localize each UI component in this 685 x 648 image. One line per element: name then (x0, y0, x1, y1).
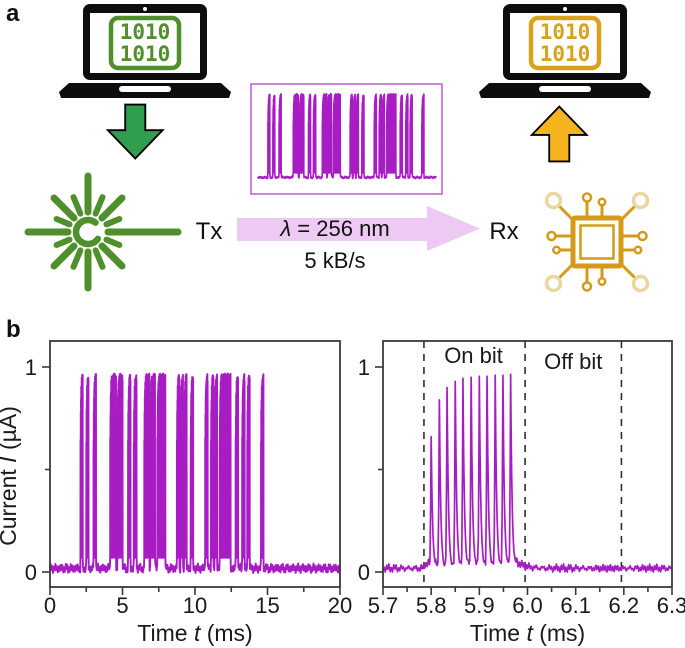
beam-arrow-icon (237, 206, 480, 251)
laptop-touchpad (539, 86, 591, 92)
inset-border (250, 83, 443, 195)
binary-box (108, 15, 182, 71)
binary-line: 1010 (120, 42, 171, 66)
binary-line: 1010 (120, 20, 171, 44)
binary-line: 1010 (540, 20, 591, 44)
x-tick-label: 5.7 (368, 593, 399, 618)
laptop-screen (90, 13, 200, 73)
webcam-dot (143, 7, 147, 11)
y-tick-label: 0 (358, 560, 370, 585)
x-tick-label: 0 (44, 593, 56, 618)
x-tick-label: 15 (255, 593, 279, 618)
down-arrow-icon (105, 103, 165, 160)
y-tick-label: 1 (358, 355, 370, 380)
beam-rate-label: 5 kB/s (304, 248, 366, 273)
plot-frame (382, 340, 673, 588)
laser-icon (24, 172, 182, 292)
current-trace (382, 373, 673, 573)
right-chart: 5.7 5.8 5.9 6.0 6.1 6.2 6.3 0 1 Time t (ms) On bit… (358, 340, 685, 646)
laptop-icon-right: 1010 1010 (479, 4, 651, 98)
region-annotation: On bit (444, 343, 503, 368)
inset-waveform-trace (257, 93, 437, 180)
webcam-dot (563, 7, 567, 11)
binary-line: 1010 (540, 42, 591, 66)
laptop-screen (510, 13, 620, 73)
y-axis-title: Current I (µA) (0, 406, 21, 546)
tx-label: Tx (195, 218, 223, 245)
x-axis-title: Time t (ms) (470, 620, 585, 646)
y-tick-label: 1 (25, 355, 37, 380)
x-tick-label: 10 (183, 593, 207, 618)
lambda-symbol: λ (280, 216, 292, 241)
beam-wavelength-label: λ = 256 nm (280, 216, 390, 241)
laptop-touchpad (119, 86, 171, 92)
x-tick-label: 6.0 (512, 593, 543, 618)
x-tick-label: 6.2 (609, 593, 640, 618)
x-tick-label: 20 (328, 593, 352, 618)
x-tick-label: 6.1 (560, 593, 591, 618)
y-tick-label: 0 (25, 560, 37, 585)
binary-box (528, 15, 602, 71)
chip-die (579, 224, 615, 260)
x-tick-label: 5.8 (416, 593, 447, 618)
x-axis-title: Time t (ms) (137, 620, 252, 646)
chip-icon (544, 191, 650, 293)
x-tick-label: 5 (116, 593, 128, 618)
up-arrow-icon (529, 105, 589, 163)
panel-a-label: a (6, 0, 20, 27)
x-tick-label: 6.3 (657, 593, 685, 618)
left-chart: 0 5 10 15 20 0 1 Time t (ms) Current I (µA) (0, 340, 352, 646)
laser-aperture (72, 216, 104, 248)
waveform-inset (250, 83, 443, 195)
panel-b-label: b (6, 316, 21, 343)
x-tick-label: 5.9 (464, 593, 495, 618)
current-trace (49, 372, 341, 574)
region-annotation: Off bit (544, 349, 602, 374)
laptop-icon-left: 1010 1010 (59, 4, 231, 98)
rx-label: Rx (489, 218, 519, 245)
